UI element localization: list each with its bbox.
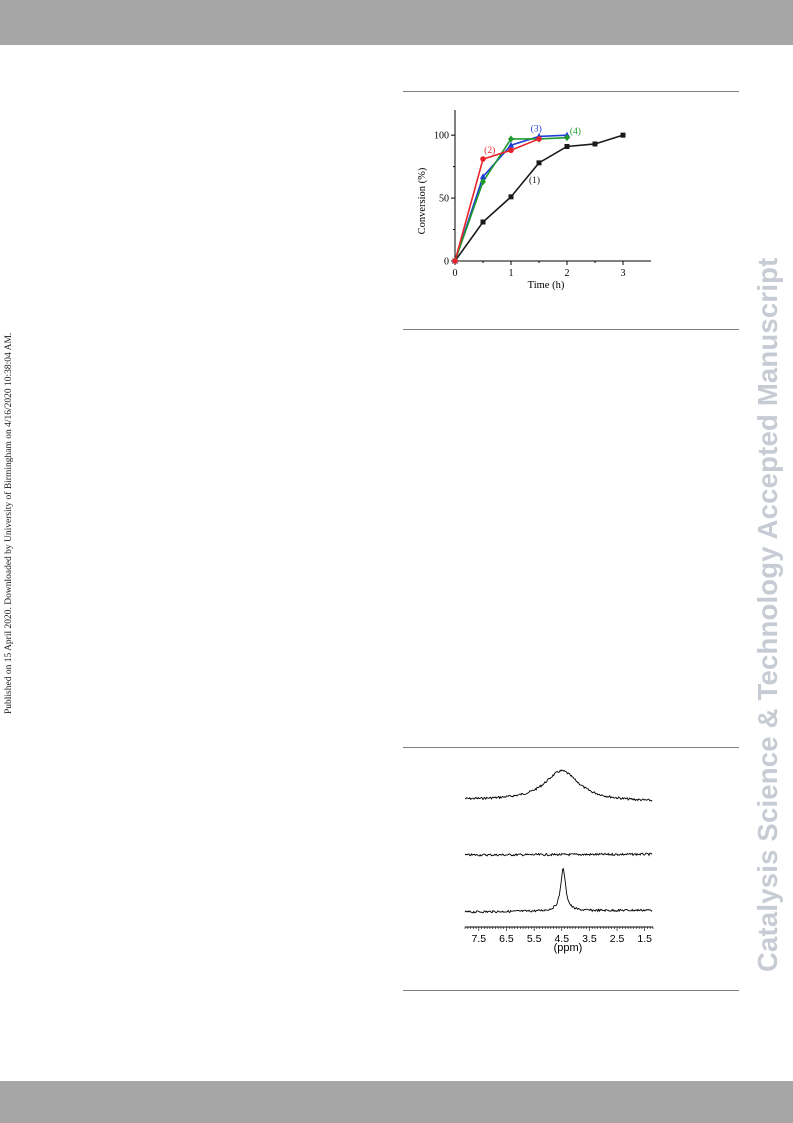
figure2-bottom-rule — [403, 990, 739, 991]
nmr-tick-label: 4.5 — [554, 933, 569, 945]
nmr-trace — [464, 852, 653, 857]
y-tick-label: 100 — [434, 131, 449, 142]
conversion-chart-axes: 0 1 2 3 0 50 100 — [434, 110, 651, 279]
figure1-top-rule — [403, 91, 739, 92]
nmr-traces — [464, 769, 653, 914]
data-point — [480, 178, 486, 186]
x-tick-label: 3 — [621, 268, 626, 279]
data-point — [536, 136, 542, 142]
y-axis-label: Conversion (%) — [417, 167, 428, 234]
data-point — [620, 132, 626, 138]
nmr-trace — [464, 867, 653, 914]
data-point — [507, 141, 515, 148]
nmr-tick-label: 5.5 — [527, 933, 542, 945]
nmr-trace — [464, 769, 653, 802]
series-label: (1) — [529, 175, 540, 186]
data-point — [508, 147, 514, 154]
x-axis-label: Time (h) — [528, 280, 565, 291]
conversion-chart-series: (1) (2) (3) (4) — [451, 123, 626, 265]
data-point — [508, 194, 514, 200]
x-tick-label: 0 — [453, 268, 458, 279]
nmr-axis: 7.5 6.5 5.5 4.5 3.5 2.5 1.5 — [464, 926, 654, 945]
nmr-tick-label: 3.5 — [582, 933, 597, 945]
nmr-spectra: 7.5 6.5 5.5 4.5 3.5 2.5 1.5 (ppm) — [464, 769, 654, 954]
series-label: (4) — [570, 126, 581, 137]
data-point — [564, 134, 570, 142]
series-label: (3) — [531, 123, 542, 134]
bottom-banner — [0, 1081, 793, 1123]
data-point — [592, 141, 598, 147]
nmr-axis-label: (ppm) — [554, 942, 583, 954]
series-line — [454, 134, 624, 262]
figure2-top-rule — [403, 747, 739, 748]
y-tick-label: 50 — [439, 194, 449, 205]
nmr-tick-label: 6.5 — [499, 933, 514, 945]
series-line — [454, 138, 540, 262]
nmr-tick-label: 7.5 — [472, 933, 487, 945]
data-point — [479, 173, 487, 180]
data-point — [564, 143, 570, 149]
top-banner — [0, 0, 793, 45]
nmr-tick-label: 1.5 — [637, 933, 652, 945]
data-point — [536, 160, 542, 166]
nmr-tick-label: 2.5 — [610, 933, 625, 945]
data-point — [452, 258, 458, 264]
series-label: (2) — [484, 145, 495, 156]
journal-watermark: Catalysis Science & Technology Accepted … — [752, 257, 783, 972]
x-tick-label: 1 — [509, 268, 514, 279]
data-point — [480, 156, 486, 162]
figure1-bottom-rule — [403, 329, 739, 330]
y-tick-label: 0 — [444, 257, 449, 268]
data-point — [480, 219, 486, 225]
x-tick-label: 2 — [565, 268, 570, 279]
conversion-chart: 0 1 2 3 0 50 100 (1) (2) (3) (4) Time (h) Convers… — [417, 110, 651, 291]
published-margin-note: Published on 15 April 2020. Downloaded b… — [4, 332, 14, 714]
data-point — [508, 135, 514, 143]
